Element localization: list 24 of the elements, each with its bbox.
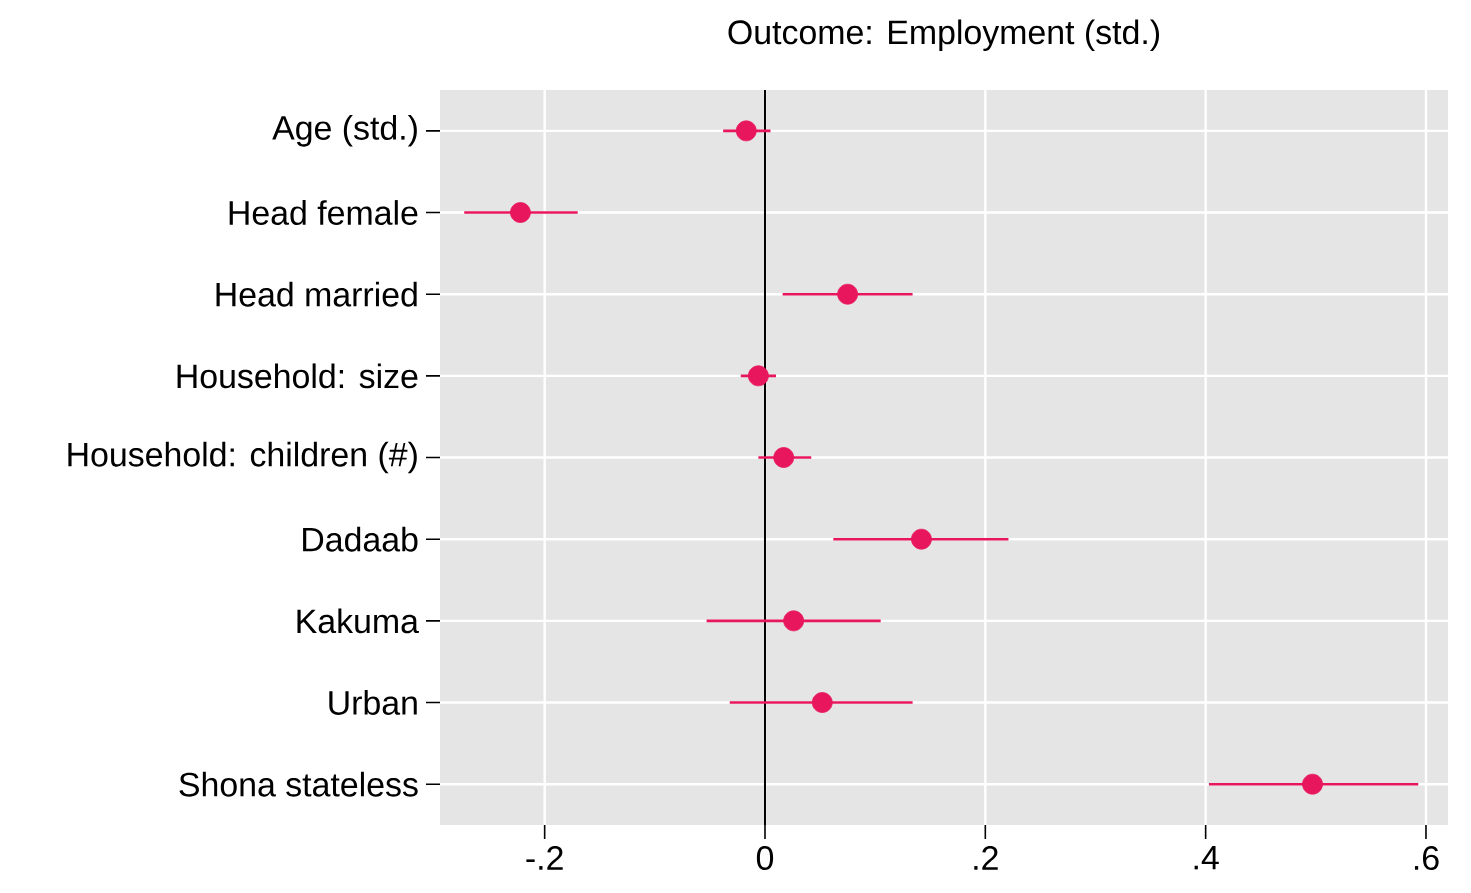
x-tick-label: .4 bbox=[1194, 846, 1219, 870]
point bbox=[911, 528, 932, 550]
x-tick-label: 0 bbox=[756, 846, 774, 871]
y-tick-label: Head married bbox=[216, 281, 417, 307]
y-tick-label: Household: children (#) bbox=[68, 441, 417, 474]
point bbox=[811, 692, 833, 713]
x-tick-label: -.2 bbox=[526, 846, 563, 870]
point bbox=[783, 610, 805, 632]
y-tick-label: Dadaab bbox=[303, 526, 418, 552]
point bbox=[773, 447, 795, 468]
y-tick-label: Shona stateless bbox=[179, 771, 418, 797]
chart-title: Outcome: Employment (std.) bbox=[728, 19, 1159, 52]
point bbox=[747, 365, 769, 387]
x-tick-label: .2 bbox=[974, 846, 998, 870]
y-tick-label: Kakuma bbox=[297, 608, 419, 634]
point bbox=[510, 202, 531, 223]
point bbox=[735, 120, 757, 142]
y-tick-label: Head female bbox=[229, 200, 418, 225]
point bbox=[1302, 773, 1323, 795]
y-tick-label: Urban bbox=[329, 690, 417, 715]
y-tick-label: Household: size bbox=[177, 363, 418, 389]
x-tick-label: .6 bbox=[1414, 846, 1439, 871]
point bbox=[837, 283, 859, 305]
y-tick-label: Age (std.) bbox=[272, 115, 417, 147]
